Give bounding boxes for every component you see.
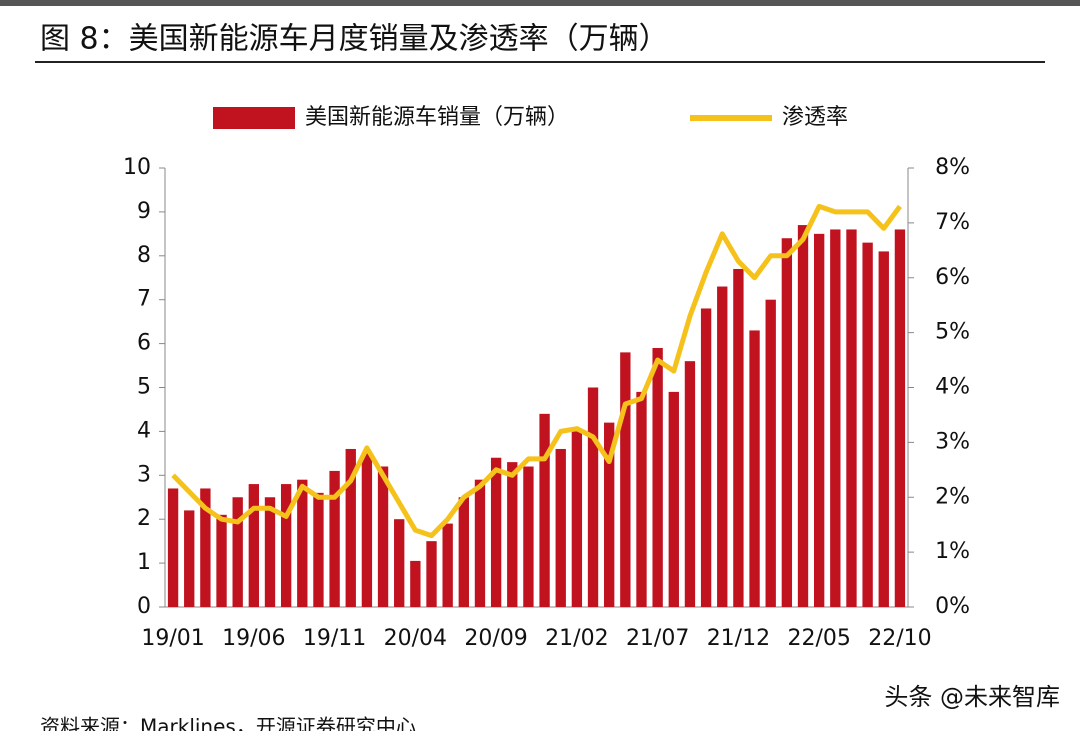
bar — [813, 233, 825, 607]
y-tick-label: 3 — [137, 462, 151, 487]
x-tick-label: 20/04 — [384, 626, 447, 651]
bar — [684, 361, 696, 607]
bar — [248, 484, 260, 607]
y2-tick-label: 6% — [935, 265, 970, 290]
bar — [797, 225, 809, 607]
bar — [765, 299, 776, 607]
bar — [297, 479, 308, 607]
bar — [894, 229, 906, 607]
y-tick-label: 5 — [137, 375, 151, 400]
bar — [313, 492, 324, 607]
legend-label: 渗透率 — [782, 105, 848, 130]
y2-tick-label: 7% — [935, 210, 970, 235]
watermark: 头条 @未来智库 — [884, 683, 1060, 711]
bar — [264, 497, 276, 607]
bar — [878, 251, 889, 607]
bar — [458, 497, 469, 607]
bar — [184, 510, 195, 607]
bar — [232, 497, 243, 607]
top-bar — [0, 0, 1080, 6]
x-tick-label: 22/10 — [868, 626, 931, 651]
bar — [539, 413, 550, 607]
bar — [700, 308, 712, 607]
bar — [280, 484, 292, 607]
bar — [216, 514, 227, 607]
y-tick-label: 9 — [137, 199, 151, 224]
x-tick-label: 20/09 — [464, 626, 527, 651]
bar — [846, 229, 857, 607]
bar — [587, 387, 599, 607]
y-tick-label: 1 — [137, 550, 151, 575]
bar — [571, 431, 583, 607]
bar — [345, 448, 356, 607]
bar — [830, 229, 841, 607]
bar — [555, 448, 566, 607]
x-tick-label: 21/07 — [626, 626, 689, 651]
x-tick-label: 21/12 — [707, 626, 770, 651]
bar — [717, 286, 728, 607]
bar — [474, 479, 486, 607]
bar — [377, 466, 389, 607]
bar — [604, 422, 615, 607]
source: 资料来源：Marklines，开源证券研究中心 — [40, 715, 416, 731]
line — [171, 203, 902, 539]
bar — [749, 330, 760, 607]
chart-title: 图 8：美国新能源车月度销量及渗透率（万辆） — [40, 22, 669, 57]
y2-tick-label: 3% — [935, 429, 970, 454]
bar — [668, 391, 679, 607]
bar — [652, 347, 663, 607]
bar — [620, 352, 631, 607]
legend-swatch — [213, 107, 295, 129]
bar — [410, 560, 421, 607]
y2-tick-label: 1% — [935, 539, 970, 564]
bar — [507, 462, 518, 607]
x-tick-label: 21/02 — [545, 626, 608, 651]
bar — [442, 523, 453, 607]
y-tick-label: 8 — [137, 243, 151, 268]
bar — [862, 242, 873, 607]
bar — [733, 268, 744, 607]
bar — [781, 238, 793, 608]
bar — [167, 488, 179, 607]
y2-tick-label: 4% — [935, 375, 970, 400]
y-tick-label: 10 — [123, 155, 151, 180]
bar — [426, 541, 437, 607]
y-tick-label: 2 — [137, 506, 151, 531]
bar — [636, 391, 647, 607]
bar — [200, 488, 211, 607]
y-tick-label: 6 — [137, 331, 151, 356]
y2-tick-label: 0% — [935, 594, 970, 619]
x-tick-label: 19/01 — [141, 626, 204, 651]
bar — [394, 519, 405, 607]
y2-tick-label: 2% — [935, 484, 970, 509]
x-tick-label: 19/11 — [303, 626, 366, 651]
x-tick-label: 22/05 — [787, 626, 850, 651]
bar — [490, 457, 502, 607]
y2-tick-label: 8% — [935, 155, 970, 180]
bar — [329, 470, 340, 607]
y-tick-label: 7 — [137, 287, 151, 312]
legend-label: 美国新能源车销量（万辆） — [305, 105, 569, 130]
y2-tick-label: 5% — [935, 320, 970, 345]
y-tick-label: 4 — [137, 418, 151, 443]
y-tick-label: 0 — [137, 594, 151, 619]
x-tick-label: 19/06 — [222, 626, 285, 651]
bar — [523, 466, 534, 607]
bar — [361, 453, 373, 607]
